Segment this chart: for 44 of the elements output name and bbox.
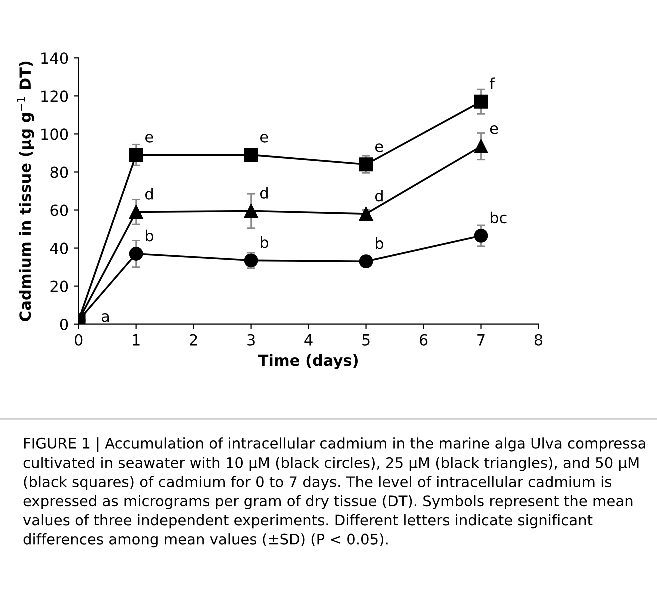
x-tick-label: 2 <box>190 334 198 346</box>
annotation: e <box>375 144 384 152</box>
point <box>359 158 374 172</box>
point <box>129 148 144 162</box>
annotation: bc <box>490 212 507 224</box>
annotation: d <box>146 188 153 200</box>
x-tick-label: 0 <box>74 334 83 346</box>
y-axis-title: Cadmium in tissue (µg g$^{−1}$ DT) <box>17 62 34 322</box>
annotation: e <box>146 134 154 143</box>
y-tick-label: 100 <box>42 128 68 140</box>
point <box>129 247 144 261</box>
annotation: f <box>490 78 496 90</box>
caption: FIGURE 1 | Accumulation of intracellular cadmium in the marine alga Ulva compressa cultivated in seawater with 10 µM (black circles), 25 µM (black triangles), and 50 µM (black squares) of cadmium for 0 to 7 days. The level of intracellular cadmium is expressed as micrograms per gram of dry tissue (DT). Symbols represent the mean values of three independent experiments. Different letters indicate significant differences among mean values (±SD) (P < 0.05). <box>23 438 646 548</box>
x-tick-label: 4 <box>304 334 313 346</box>
x-tick-label: 1 <box>133 334 140 346</box>
point <box>359 207 374 222</box>
point <box>474 140 488 154</box>
y-tick-label: 20 <box>50 280 68 292</box>
annotation: e <box>490 126 498 134</box>
point <box>474 94 488 109</box>
y-tick-label: 140 <box>42 52 68 64</box>
x-tick-label: 7 <box>478 334 485 346</box>
x-tick-label: 6 <box>420 334 428 346</box>
y-tick-label: 120 <box>42 90 68 102</box>
x-tick-label: 3 <box>248 334 255 346</box>
annotation: b <box>376 238 384 250</box>
annotation: b <box>261 236 268 248</box>
point <box>474 228 488 243</box>
x-tick-label: 5 <box>362 334 370 346</box>
point <box>129 205 144 220</box>
point <box>244 204 258 218</box>
x-axis-title: Time (days) <box>258 354 358 370</box>
x-tick-label: 8 <box>534 334 543 346</box>
annotation: d <box>375 190 383 202</box>
annotation: e <box>260 134 268 143</box>
point <box>244 148 258 162</box>
annotation: b <box>146 230 154 242</box>
y-tick-label: 0 <box>60 318 68 330</box>
y-tick-label: 40 <box>50 242 68 254</box>
point <box>359 254 374 269</box>
annotation: a <box>102 313 110 322</box>
y-tick-label: 60 <box>50 204 68 216</box>
annotation: d <box>260 187 268 199</box>
y-tick-label: 80 <box>50 166 68 178</box>
